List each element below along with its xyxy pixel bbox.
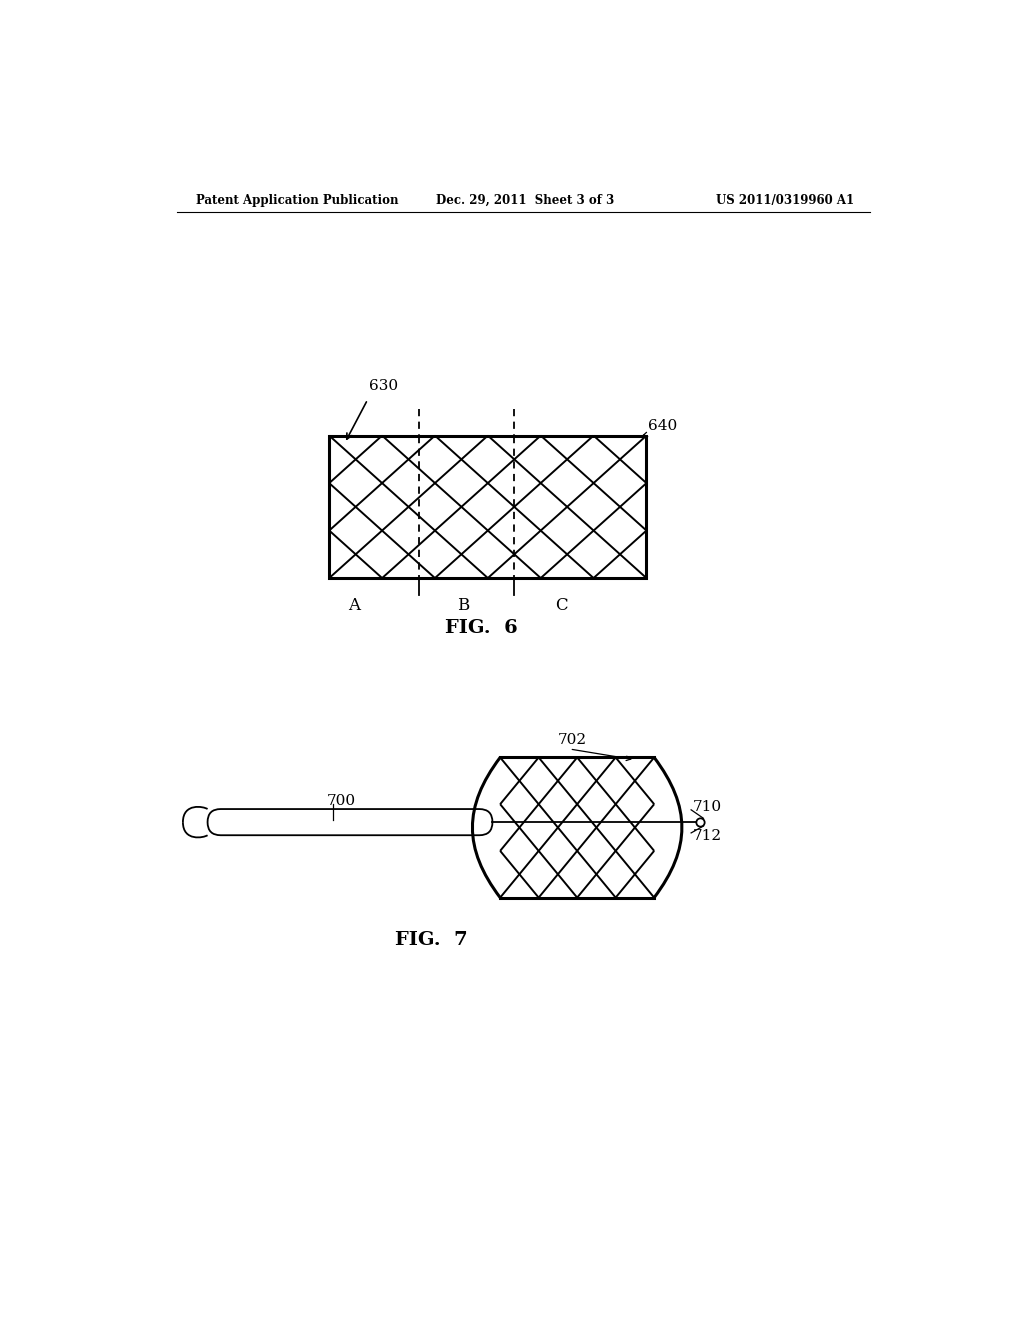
- Text: 700: 700: [327, 795, 356, 808]
- Text: 640: 640: [648, 420, 677, 433]
- Text: C: C: [555, 597, 568, 614]
- Text: 702: 702: [558, 733, 587, 747]
- Text: B: B: [457, 597, 469, 614]
- Text: 630: 630: [370, 379, 398, 392]
- Text: A: A: [348, 597, 359, 614]
- Text: FIG.  7: FIG. 7: [394, 931, 467, 949]
- Text: Dec. 29, 2011  Sheet 3 of 3: Dec. 29, 2011 Sheet 3 of 3: [435, 194, 614, 207]
- Text: 712: 712: [692, 829, 722, 843]
- Text: 710: 710: [692, 800, 722, 813]
- FancyBboxPatch shape: [208, 809, 493, 836]
- Text: Patent Application Publication: Patent Application Publication: [196, 194, 398, 207]
- Text: US 2011/0319960 A1: US 2011/0319960 A1: [716, 194, 854, 207]
- Text: FIG.  6: FIG. 6: [445, 619, 518, 638]
